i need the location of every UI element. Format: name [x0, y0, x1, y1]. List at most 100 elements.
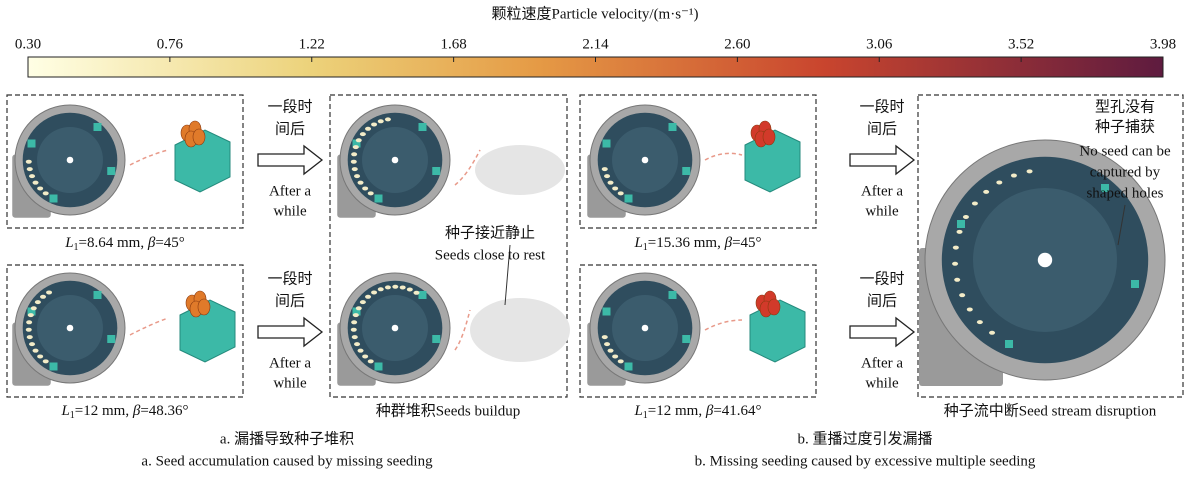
seed: [959, 293, 965, 297]
seed: [385, 285, 391, 289]
disc-center: [642, 157, 649, 164]
seed: [356, 138, 362, 142]
seed: [354, 174, 360, 178]
colorbar-tick-label: 1.22: [299, 36, 325, 52]
seed: [26, 320, 32, 324]
seed: [977, 320, 983, 324]
seed-hole: [603, 140, 611, 148]
colorbar-tick-label: 3.98: [1150, 36, 1176, 52]
seed: [360, 300, 366, 304]
seed-hole: [50, 195, 58, 203]
seed: [413, 291, 419, 295]
seed-hole: [669, 291, 677, 299]
seed-hole: [1131, 280, 1139, 288]
seed: [40, 295, 46, 299]
seed-hole: [682, 167, 690, 175]
caption: b. 重播过度引发漏播: [797, 430, 932, 447]
seed-hole: [419, 291, 427, 299]
seed: [602, 335, 608, 339]
seed: [362, 186, 368, 190]
seed: [954, 278, 960, 282]
caption: a. 漏播导致种子堆积: [220, 430, 354, 447]
arrow-text: After a: [861, 183, 903, 199]
colorbar-title: 颗粒速度Particle velocity/(m·s⁻¹): [492, 5, 699, 22]
seed: [378, 287, 384, 291]
seed: [963, 215, 969, 219]
seed: [989, 331, 995, 335]
value: =48.36°: [140, 403, 188, 419]
seed: [353, 145, 359, 149]
seed: [29, 342, 35, 346]
seed: [967, 307, 973, 311]
seed: [952, 262, 958, 266]
colorbar-tick-label: 2.60: [724, 36, 750, 52]
seed: [362, 354, 368, 358]
arrow-text: 间后: [275, 292, 305, 309]
seed: [1011, 174, 1017, 178]
arrow-text: After a: [269, 183, 311, 199]
seed: [608, 181, 614, 185]
condition-label: L1=12 mm, β=41.64°: [633, 403, 761, 421]
seed: [351, 320, 357, 324]
seed: [27, 335, 33, 339]
arrow-text: while: [865, 375, 899, 391]
caption: a. Seed accumulation caused by missing s…: [141, 453, 433, 469]
symbol: L: [64, 235, 73, 251]
annotation: 型孔没有: [1095, 98, 1155, 115]
panel-label: 种群堆积Seeds buildup: [376, 402, 521, 419]
disc-center: [67, 157, 74, 164]
seed-hole: [94, 123, 102, 131]
motion-arrow: [705, 320, 742, 330]
seed: [43, 191, 49, 195]
annotation: No seed can be: [1079, 143, 1171, 159]
text: =12 mm,: [648, 403, 706, 419]
condition-label: L1=8.64 mm, β=45°: [64, 235, 185, 253]
seed-hole: [603, 308, 611, 316]
seed-hole: [375, 363, 383, 371]
seed: [33, 181, 39, 185]
seed-hole: [625, 195, 633, 203]
colorbar-tick-label: 3.52: [1008, 36, 1034, 52]
seed: [407, 288, 413, 292]
seed: [371, 122, 377, 126]
seed-cluster: [470, 298, 570, 362]
symbol: L: [633, 235, 642, 251]
seed-hole: [107, 167, 115, 175]
seed: [378, 119, 384, 123]
colorbar-tick-label: 3.06: [866, 36, 893, 52]
seed: [351, 160, 357, 164]
motion-arrow: [455, 310, 470, 350]
annotation: shaped holes: [1086, 185, 1163, 201]
text: =15.36 mm,: [648, 235, 725, 251]
seed-hole: [419, 123, 427, 131]
seed: [29, 174, 35, 178]
colorbar-tick-label: 0.30: [15, 36, 41, 52]
arrow-text: while: [273, 203, 307, 219]
seed: [368, 191, 374, 195]
condition-label: L1=15.36 mm, β=45°: [633, 235, 761, 253]
seed: [368, 359, 374, 363]
seed-hole: [107, 335, 115, 343]
seed-cluster: [475, 145, 565, 195]
arrow-text: while: [273, 375, 307, 391]
seed: [198, 299, 210, 315]
disc-center: [67, 325, 74, 332]
seed: [43, 359, 49, 363]
arrow-text: 一段时: [267, 98, 312, 115]
seed: [996, 180, 1002, 184]
hollow-arrow: [258, 146, 322, 174]
disc-center: [1038, 253, 1052, 267]
seed: [37, 354, 43, 358]
seed: [983, 190, 989, 194]
arrow-text: 一段时: [859, 98, 904, 115]
seed-hole: [375, 195, 383, 203]
arrow-text: 间后: [867, 120, 897, 137]
seed: [358, 349, 364, 353]
seed: [385, 117, 391, 121]
annotation: captured by: [1090, 164, 1161, 180]
seed: [608, 349, 614, 353]
arrow-text: while: [865, 203, 899, 219]
symbol: L: [60, 403, 69, 419]
seed: [953, 246, 959, 250]
seed: [352, 335, 358, 339]
